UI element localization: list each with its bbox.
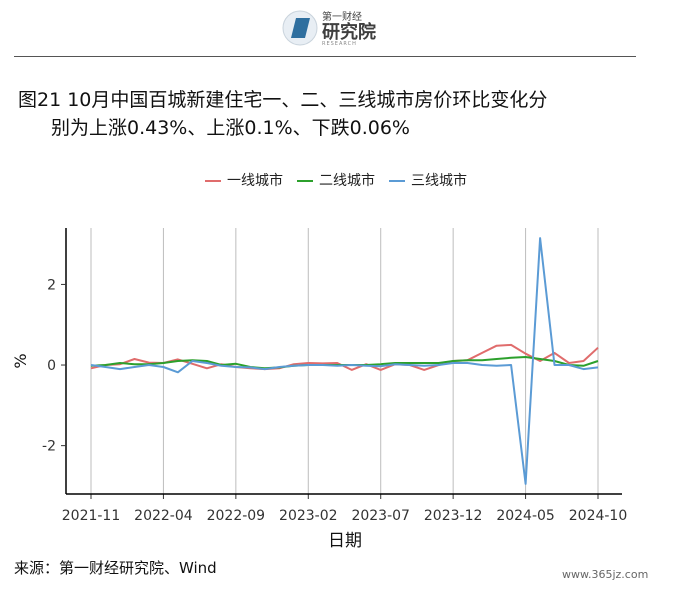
x-axis-label: 日期 (328, 531, 362, 551)
y-axis-label: % (11, 353, 30, 368)
x-tick-label: 2022-09 (207, 508, 266, 524)
series-line-3 (90, 237, 599, 485)
source-note: 来源：第一财经研究院、Wind (14, 559, 217, 577)
legend-item-2: 二线城市 (297, 170, 375, 190)
legend-label: 一线城市 (227, 173, 283, 189)
x-tick-label: 2022-04 (134, 508, 193, 524)
legend-swatch (389, 180, 405, 182)
x-tick-label: 2023-02 (279, 508, 338, 524)
figure-title-line-1: 图21 10月中国百城新建住宅一、二、三线城市房价环比变化分 (18, 89, 548, 111)
figure-title-line-2: 别为上涨0.43%、上涨0.1%、下跌0.06% (51, 117, 410, 139)
legend-label: 二线城市 (319, 173, 375, 189)
legend-label: 三线城市 (411, 173, 467, 189)
y-tick-label: 0 (47, 358, 56, 374)
x-tick-label: 2024-10 (569, 508, 628, 524)
x-tick-label: 2023-07 (351, 508, 410, 524)
brand-logo (282, 10, 318, 46)
series-line-1 (90, 343, 599, 371)
x-tick-label: 2023-12 (424, 508, 483, 524)
x-tick-label: 2024-05 (496, 508, 555, 524)
legend-swatch (205, 180, 221, 182)
figure-title: 图21 10月中国百城新建住宅一、二、三线城市房价环比变化分 别为上涨0.43%… (18, 86, 648, 142)
x-tick-label: 2021-11 (62, 508, 121, 524)
header-divider (14, 56, 636, 57)
legend-swatch (297, 180, 313, 182)
y-tick-label: -2 (42, 439, 56, 455)
chart-legend: 一线城市 二线城市 三线城市 (205, 170, 481, 190)
legend-item-3: 三线城市 (389, 170, 467, 190)
watermark: www.365jz.com (562, 568, 649, 581)
logo-brand-text: 第一财经 (322, 12, 362, 23)
logo-name-text: 研究院 (322, 22, 376, 43)
legend-item-1: 一线城市 (205, 170, 283, 190)
y-tick-label: 2 (47, 277, 56, 293)
logo-sub-text: RESEARCH (322, 41, 357, 47)
